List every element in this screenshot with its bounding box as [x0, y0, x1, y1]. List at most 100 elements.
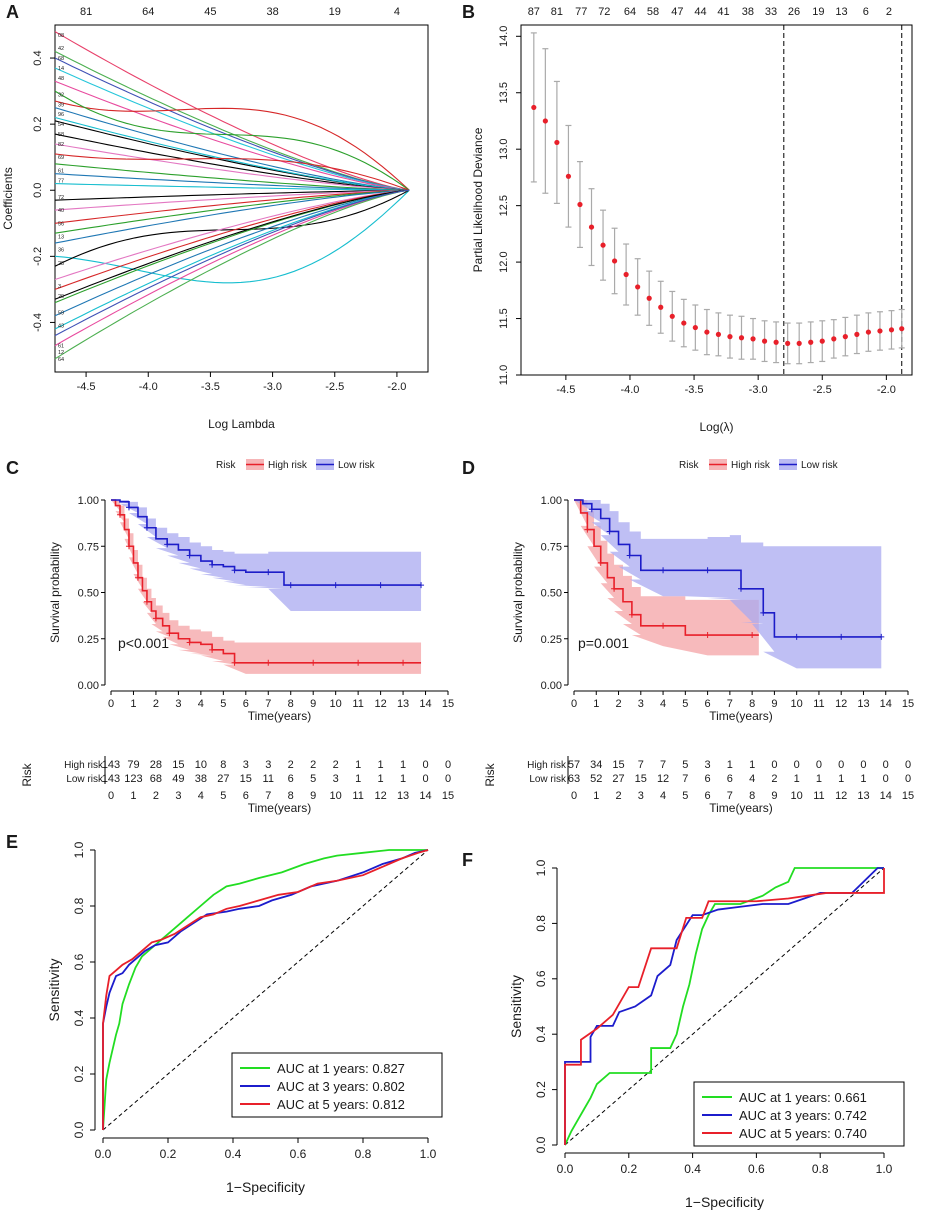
- censor-mark: [597, 559, 604, 566]
- risk-x-axis-title: Time(years): [709, 801, 773, 815]
- x-tick-label: 1: [593, 698, 599, 710]
- x-tick-label: -4.0: [139, 381, 158, 393]
- x-tick-label: 13: [857, 698, 869, 710]
- path-label: 58: [58, 132, 64, 138]
- risk-x-tick-label: 4: [198, 790, 204, 802]
- risk-count: 1: [816, 773, 822, 785]
- y-axis-title: Survival probability: [511, 542, 525, 643]
- risk-count: 2: [288, 759, 294, 771]
- risk-count: 3: [705, 759, 711, 771]
- plot-frame: [54, 24, 429, 373]
- deviance-point: [888, 327, 895, 333]
- coef-path-10: [54, 133, 410, 191]
- risk-x-tick-label: 1: [130, 790, 136, 802]
- path-label: 68: [58, 56, 64, 62]
- x-tick-label: 1.0: [876, 1162, 893, 1176]
- risk-count: 143: [102, 759, 120, 771]
- risk-count: 6: [288, 773, 294, 785]
- x-tick-label: 9: [771, 698, 777, 710]
- risk-x-tick-label: 10: [791, 790, 803, 802]
- legend-label: AUC at 3 years: 0.802: [277, 1079, 405, 1094]
- risk-count: 1: [355, 759, 361, 771]
- censor-mark: [793, 633, 800, 640]
- deviance-point: [531, 104, 537, 111]
- x-tick-label: -2.5: [325, 381, 344, 393]
- risk-count: 79: [127, 759, 139, 771]
- risk-count: 0: [883, 759, 889, 771]
- x-tick-label: -3.0: [749, 384, 768, 396]
- coef-path-6: [54, 100, 410, 191]
- x-tick-label: 0: [571, 698, 577, 710]
- x-tick-label: 14: [419, 698, 431, 710]
- censor-mark: [704, 567, 711, 574]
- risk-count: 68: [150, 773, 162, 785]
- censor-mark: [628, 611, 635, 618]
- censor-mark: [738, 585, 744, 592]
- legend-label: High risk: [268, 460, 308, 471]
- censor-mark: [626, 552, 633, 559]
- coef-path-24: [54, 189, 410, 290]
- y-tick-label: 0.25: [541, 634, 562, 646]
- risk-x-tick-label: 1: [593, 790, 599, 802]
- deviance-point: [554, 139, 560, 146]
- censor-mark: [143, 598, 150, 605]
- legend-label: AUC at 5 years: 0.740: [739, 1126, 867, 1141]
- censor-mark: [310, 659, 317, 666]
- censor-mark: [231, 567, 238, 574]
- risk-x-tick-label: 5: [220, 790, 226, 802]
- path-label: 40: [58, 208, 64, 214]
- censor-mark: [125, 504, 132, 511]
- panel-b-cv-deviance: -4.5 -4.0 -3.5 -3.0 -2.5 -2.0 11.0 11.5 12.0 12.5…: [471, 6, 913, 434]
- x-tick-label: 15: [442, 698, 454, 710]
- x-tick-label: 4: [660, 698, 666, 710]
- path-label: 48: [58, 76, 64, 82]
- path-label: 77: [58, 178, 64, 184]
- risk-count: 52: [590, 773, 602, 785]
- risk-x-tick-label: 3: [638, 790, 644, 802]
- censor-mark: [125, 543, 132, 550]
- risk-x-tick-label: 5: [682, 790, 688, 802]
- censor-mark: [878, 633, 885, 640]
- censor-mark: [377, 582, 384, 589]
- legend-label: AUC at 1 years: 0.827: [277, 1061, 405, 1076]
- deviance-point: [646, 295, 652, 301]
- censor-mark: [660, 567, 667, 574]
- coef-path-21: [54, 189, 410, 284]
- risk-x-tick-label: 4: [660, 790, 666, 802]
- x-tick-label: 1: [130, 698, 136, 710]
- risk-count: 0: [445, 759, 451, 771]
- coef-path-23: [54, 189, 410, 281]
- censor-mark: [588, 506, 595, 513]
- risk-count: 1: [838, 773, 844, 785]
- censor-mark: [231, 659, 238, 666]
- risk-row-label: High risk: [527, 760, 567, 771]
- risk-count: 49: [172, 773, 184, 785]
- x-axis-title: 1−Specificity: [685, 1194, 764, 1210]
- y-tick-label: 0.0: [72, 1121, 86, 1138]
- x-tick-label: 3: [175, 698, 181, 710]
- x-tick-label: 13: [397, 698, 409, 710]
- risk-count: 0: [771, 759, 777, 771]
- top-axis-label: 13: [835, 6, 847, 18]
- deviance-point: [842, 334, 848, 340]
- panel-label-e: E: [6, 832, 18, 852]
- deviance-point: [542, 118, 548, 124]
- coef-path-31: [54, 189, 410, 337]
- x-tick-label: 0.2: [160, 1147, 177, 1161]
- deviance-point: [738, 335, 745, 341]
- x-axis-title: Log Lambda: [208, 417, 275, 431]
- path-label: 32: [58, 92, 64, 98]
- risk-count: 1: [794, 773, 800, 785]
- y-tick-label: 0.8: [534, 915, 548, 932]
- top-axis-label: 87: [528, 6, 540, 18]
- path-label: 29: [58, 294, 64, 300]
- censor-mark: [186, 552, 193, 559]
- coef-path-9: [54, 116, 410, 191]
- x-tick-label: 0.8: [812, 1162, 829, 1176]
- risk-x-tick-label: 13: [857, 790, 869, 802]
- risk-x-tick-label: 11: [813, 790, 824, 802]
- top-axis-label: 58: [647, 6, 659, 18]
- y-tick-label: 0.6: [534, 970, 548, 987]
- risk-count: 7: [682, 773, 688, 785]
